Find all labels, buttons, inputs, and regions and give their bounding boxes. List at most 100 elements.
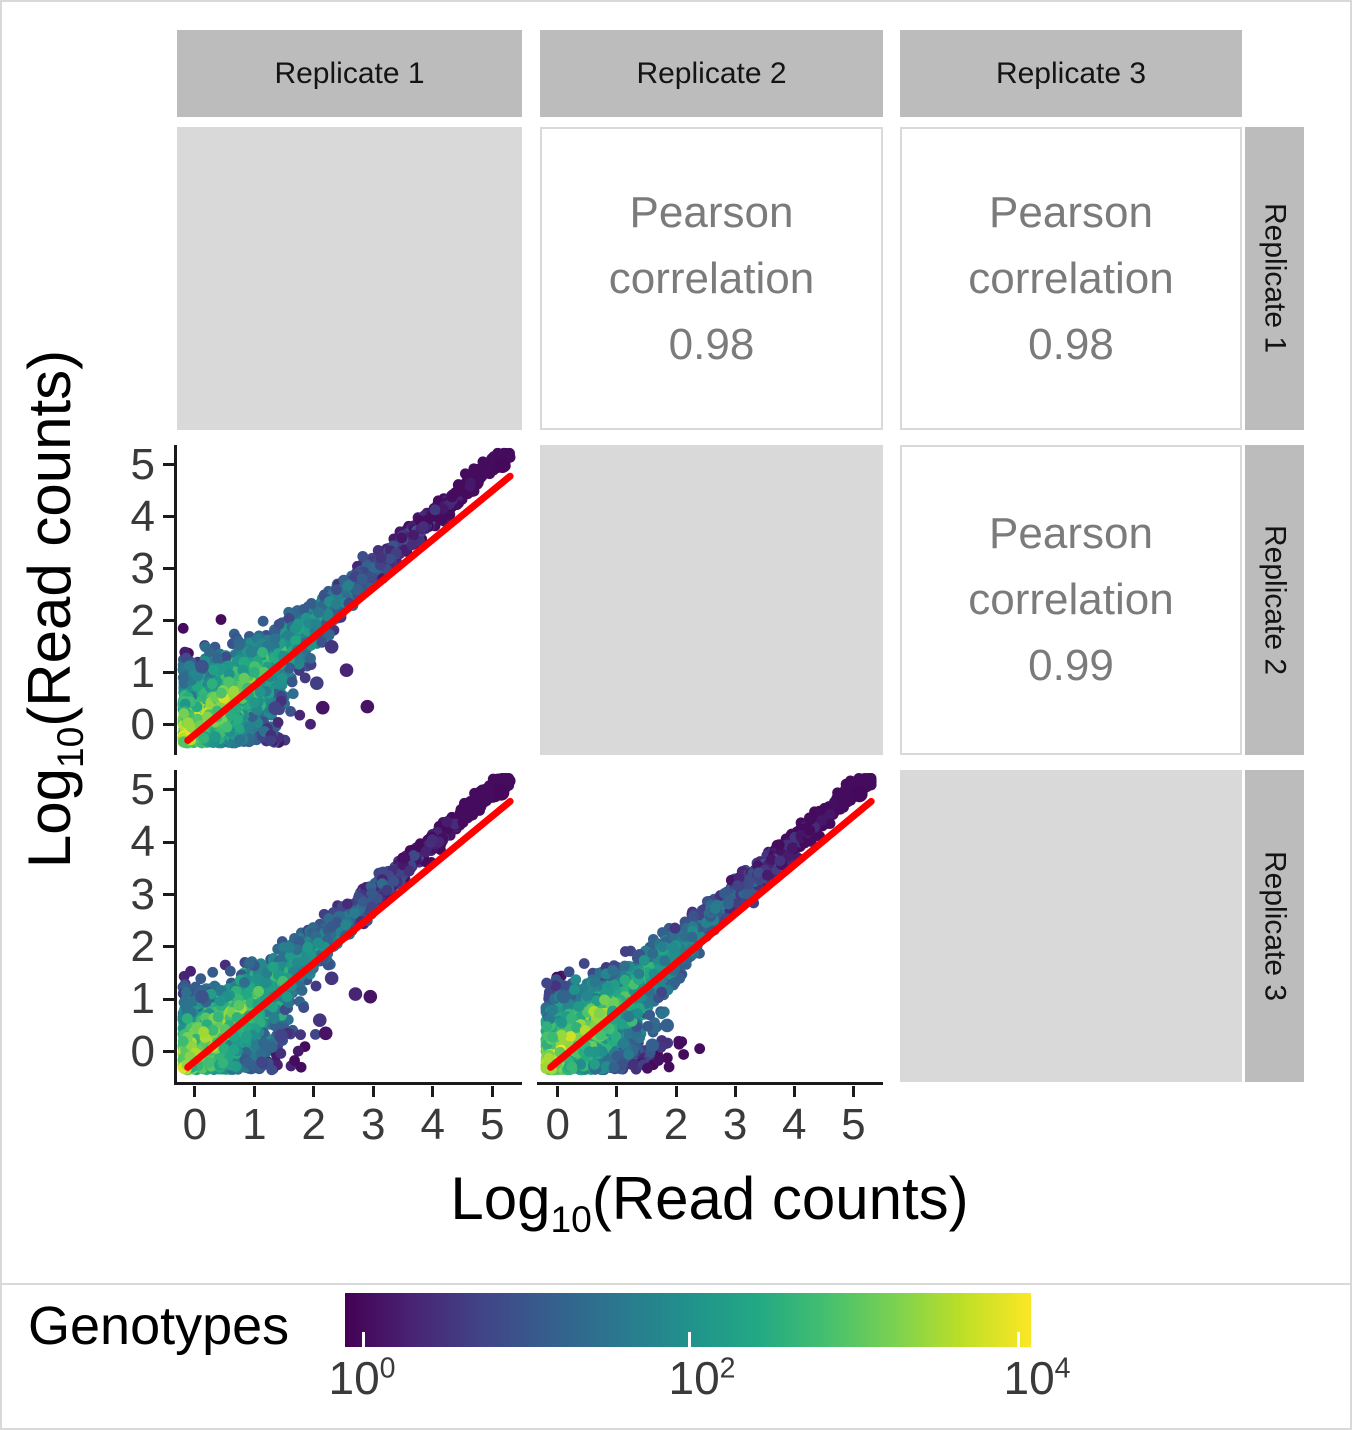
y-tick-mark bbox=[163, 515, 174, 519]
strip-label: Replicate 2 bbox=[1258, 524, 1292, 676]
x-tick-label: 4 bbox=[782, 1100, 807, 1149]
x-axis-line bbox=[537, 1082, 883, 1085]
y-tick-label: 1 bbox=[130, 647, 155, 697]
y-tick-label: 3 bbox=[130, 543, 155, 593]
y-tick-mark bbox=[163, 893, 174, 897]
x-tick-mark bbox=[193, 1086, 197, 1097]
correlation-text-line: correlation bbox=[968, 253, 1174, 303]
colorbar-label-1e2: 102 bbox=[668, 1351, 735, 1405]
x-tick-label: 0 bbox=[182, 1100, 208, 1149]
colorbar-label-1e0: 100 bbox=[328, 1351, 395, 1405]
y-tick-label: 2 bbox=[130, 921, 155, 971]
x-tick-mark bbox=[733, 1086, 737, 1097]
x-tick-mark bbox=[851, 1086, 855, 1097]
colorbar-label-base: 10 bbox=[1003, 1352, 1055, 1404]
panel-correlation-rep1-rep2: Pearson correlation 0.98 bbox=[540, 127, 883, 430]
colorbar-tick bbox=[688, 1332, 691, 1347]
y-tick-mark bbox=[163, 1050, 174, 1054]
y-tick-label: 0 bbox=[130, 699, 155, 749]
y-tick-label: 0 bbox=[130, 1026, 155, 1076]
scatter-panel-rep3-vs-rep1 bbox=[177, 770, 522, 1082]
y-tick-mark bbox=[163, 671, 174, 675]
colorbar-label-exponent: 2 bbox=[719, 1352, 736, 1385]
strip-top-replicate-2: Replicate 2 bbox=[540, 30, 883, 117]
strip-top-replicate-3: Replicate 3 bbox=[900, 30, 1242, 117]
correlation-value: 0.98 bbox=[1028, 319, 1114, 369]
strip-right-replicate-1: Replicate 1 bbox=[1245, 127, 1304, 430]
strip-label: Replicate 1 bbox=[274, 56, 425, 90]
y-tick-label: 2 bbox=[130, 595, 155, 645]
x-tick-label: 2 bbox=[663, 1100, 689, 1149]
strip-right-replicate-2: Replicate 2 bbox=[1245, 445, 1304, 755]
y-tick-mark bbox=[163, 840, 174, 844]
x-tick-label: 4 bbox=[420, 1100, 446, 1149]
y-tick-mark bbox=[163, 997, 174, 1001]
x-tick-mark bbox=[490, 1086, 494, 1097]
legend: Genotypes 100 102 104 bbox=[2, 1283, 1350, 1428]
x-axis-label-prefix: Log bbox=[450, 1165, 551, 1232]
y-axis-label-suffix: (Read counts) bbox=[16, 349, 83, 727]
y-tick-label: 5 bbox=[130, 439, 155, 489]
x-tick-label: 1 bbox=[604, 1100, 630, 1149]
legend-colorbar bbox=[345, 1293, 1031, 1347]
colorbar-label-base: 10 bbox=[668, 1352, 720, 1404]
x-tick-mark bbox=[431, 1086, 435, 1097]
panel-correlation-rep2-rep3: Pearson correlation 0.99 bbox=[900, 445, 1242, 755]
panel-correlation-rep1-rep3: Pearson correlation 0.98 bbox=[900, 127, 1242, 430]
panel-diagonal-replicate-3 bbox=[900, 770, 1242, 1082]
strip-label: Replicate 3 bbox=[1258, 850, 1292, 1002]
correlation-text-line: Pearson bbox=[989, 187, 1153, 237]
x-tick-mark bbox=[312, 1086, 316, 1097]
colorbar-label-exponent: 4 bbox=[1054, 1352, 1071, 1385]
x-tick-label: 5 bbox=[480, 1100, 505, 1149]
correlation-value: 0.99 bbox=[1028, 641, 1114, 690]
y-tick-label: 5 bbox=[130, 764, 155, 814]
y-tick-mark bbox=[163, 788, 174, 792]
strip-top-replicate-1: Replicate 1 bbox=[177, 30, 522, 117]
colorbar-tick bbox=[362, 1332, 365, 1347]
x-tick-mark bbox=[674, 1086, 678, 1097]
x-tick-mark bbox=[371, 1086, 375, 1097]
strip-right-replicate-3: Replicate 3 bbox=[1245, 770, 1304, 1082]
y-tick-label: 3 bbox=[130, 869, 155, 919]
x-tick-mark bbox=[792, 1086, 796, 1097]
y-axis-label-prefix: Log bbox=[16, 768, 83, 869]
y-tick-mark bbox=[163, 463, 174, 467]
y-axis-label-subscript: 10 bbox=[49, 726, 91, 769]
correlation-text-line: Pearson bbox=[989, 509, 1153, 558]
panel-diagonal-replicate-1 bbox=[177, 127, 522, 430]
x-tick-mark bbox=[252, 1086, 256, 1097]
legend-title: Genotypes bbox=[28, 1296, 290, 1356]
correlation-text-line: correlation bbox=[968, 575, 1174, 624]
colorbar-label-exponent: 0 bbox=[379, 1352, 396, 1385]
x-tick-label: 0 bbox=[545, 1100, 570, 1149]
x-tick-mark bbox=[556, 1086, 560, 1097]
x-tick-label: 2 bbox=[301, 1100, 327, 1149]
x-tick-label: 3 bbox=[722, 1100, 748, 1149]
x-tick-label: 1 bbox=[242, 1100, 267, 1149]
correlation-value: 0.98 bbox=[668, 319, 755, 369]
x-tick-mark bbox=[615, 1086, 619, 1097]
x-axis-label: Log10(Read counts) bbox=[177, 1164, 1242, 1241]
scatter-panel-rep3-vs-rep2 bbox=[540, 770, 883, 1082]
colorbar-label-1e4: 104 bbox=[1003, 1351, 1070, 1405]
y-tick-mark bbox=[163, 723, 174, 727]
x-tick-label: 5 bbox=[841, 1100, 866, 1149]
y-axis-line bbox=[174, 770, 177, 1085]
y-tick-mark bbox=[163, 619, 174, 623]
strip-label: Replicate 2 bbox=[636, 56, 787, 90]
colorbar-tick bbox=[1017, 1332, 1020, 1347]
y-tick-mark bbox=[163, 945, 174, 949]
colorbar-label-base: 10 bbox=[328, 1352, 380, 1404]
correlation-text-line: correlation bbox=[608, 253, 815, 303]
y-axis-label: Log10(Read counts) bbox=[15, 124, 91, 1094]
x-axis-label-suffix: (Read counts) bbox=[591, 1165, 969, 1232]
correlation-text-line: Pearson bbox=[629, 187, 794, 237]
x-axis-label-subscript: 10 bbox=[550, 1198, 592, 1240]
scatter-panel-rep2-vs-rep1 bbox=[177, 445, 522, 755]
strip-label: Replicate 1 bbox=[1258, 203, 1292, 354]
panel-diagonal-replicate-2 bbox=[540, 445, 883, 755]
y-axis-line bbox=[174, 445, 177, 755]
x-tick-label: 3 bbox=[361, 1100, 386, 1149]
